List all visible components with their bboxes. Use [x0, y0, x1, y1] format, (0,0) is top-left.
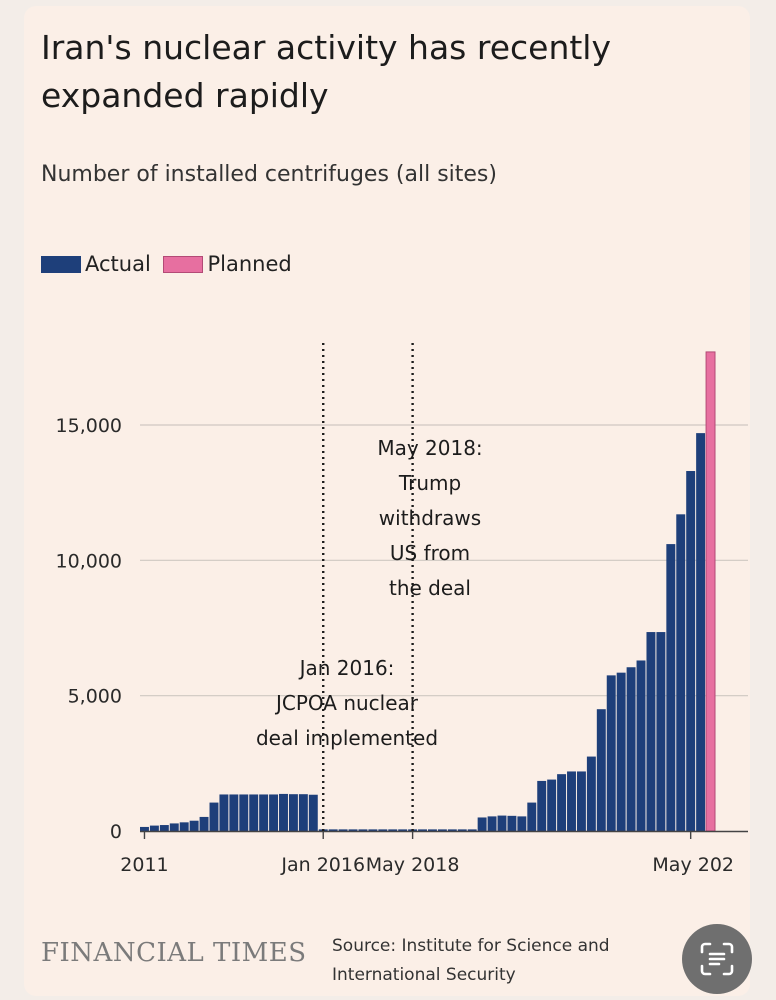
bar-actual [656, 632, 666, 831]
y-tick-label: 0 [110, 821, 122, 843]
bar-actual [368, 829, 378, 831]
chart-title: Iran's nuclear activity has recently exp… [41, 28, 612, 115]
source-line-2: International Security [332, 965, 516, 985]
bar-actual [269, 794, 279, 831]
bar-actual [140, 826, 149, 831]
bar-actual [418, 829, 428, 831]
bar-actual [616, 672, 626, 831]
bar-actual [428, 829, 437, 831]
annotation-text: US from [390, 541, 470, 565]
x-tick-label: May 202 [652, 854, 734, 876]
bar-actual [606, 675, 616, 831]
bar-actual [378, 829, 388, 831]
bar-actual [288, 794, 298, 831]
bar-actual [696, 433, 706, 831]
legend-label-planned: Planned [207, 252, 292, 276]
bar-actual [596, 709, 606, 831]
legend-label-actual: Actual [85, 252, 151, 276]
bar-actual [646, 632, 656, 831]
annotation-text: Jan 2016: [298, 656, 395, 680]
bar-actual [338, 829, 348, 831]
y-tick-label: 15,000 [56, 415, 122, 437]
bar-actual [557, 774, 567, 831]
bar-actual [507, 815, 517, 831]
bar-actual [189, 820, 199, 831]
annotation-text: JCPOA nuclear [274, 691, 419, 715]
legend-swatch-planned [163, 255, 204, 273]
bar-actual [239, 794, 249, 831]
bar-actual [219, 794, 229, 831]
annotation-text: the deal [389, 576, 471, 600]
annotation-text: Trump [398, 471, 461, 495]
bar-actual [576, 771, 586, 831]
bar-actual [179, 822, 189, 831]
bar-actual [199, 816, 209, 831]
bar-actual [348, 829, 358, 831]
scan-text-icon [700, 942, 734, 976]
bar-actual [169, 823, 179, 831]
financial-times-logo: FINANCIAL TIMES [41, 938, 307, 968]
x-tick-label: 2011 [120, 854, 168, 876]
bar-actual [447, 829, 457, 831]
bar-actual [477, 817, 487, 831]
bar-actual [209, 802, 219, 831]
bar-actual [567, 771, 576, 831]
bar-actual [586, 756, 596, 831]
x-tick-label: May 2018 [366, 854, 460, 876]
scan-text-button[interactable] [682, 924, 752, 994]
bar-actual [229, 794, 239, 831]
bar-actual [527, 802, 537, 831]
bar-actual [328, 829, 338, 831]
bar-actual [388, 829, 398, 831]
bar-actual [398, 829, 408, 831]
bar-actual [249, 794, 259, 831]
legend-swatch-actual [41, 255, 81, 273]
bar-actual [487, 816, 497, 831]
bar-actual [298, 794, 308, 831]
bar-actual [467, 829, 477, 831]
bar-actual [626, 667, 636, 831]
x-tick-label: Jan 2016 [280, 854, 365, 876]
bar-actual [497, 815, 507, 831]
y-tick-label: 10,000 [56, 550, 122, 572]
chart-subtitle: Number of installed centrifuges (all sit… [41, 162, 497, 187]
bar-actual [537, 780, 547, 831]
bar-actual [686, 471, 696, 831]
bar-actual [517, 816, 527, 831]
bar-actual [149, 825, 159, 831]
legend-item-actual: Actual [41, 252, 151, 276]
source-note: Source: Institute for Science and Intern… [332, 932, 662, 990]
legend: Actual Planned [41, 252, 298, 278]
source-line-1: Source: Institute for Science and [332, 936, 610, 956]
bar-chart: 0 5,000 10,000 15,000 Jan 2016: JCPOA nuclear… [56, 343, 748, 876]
bar-actual [308, 794, 318, 831]
bar-actual [358, 829, 368, 831]
legend-item-planned: Planned [163, 252, 292, 276]
bar-actual [636, 660, 646, 831]
bar-actual [437, 829, 447, 831]
bar-actual [457, 829, 467, 831]
bar-actual [676, 514, 686, 831]
annotation-text: deal implemented [256, 726, 438, 750]
bar-actual [666, 544, 676, 831]
bar-actual [279, 793, 288, 831]
annotation-text: withdraws [379, 506, 481, 530]
bar-actual [259, 794, 269, 831]
annotation-text: May 2018: [377, 436, 482, 460]
bar-actual [547, 779, 557, 831]
bar-actual [159, 825, 169, 831]
bar-planned [705, 351, 716, 832]
y-tick-label: 5,000 [68, 686, 122, 708]
